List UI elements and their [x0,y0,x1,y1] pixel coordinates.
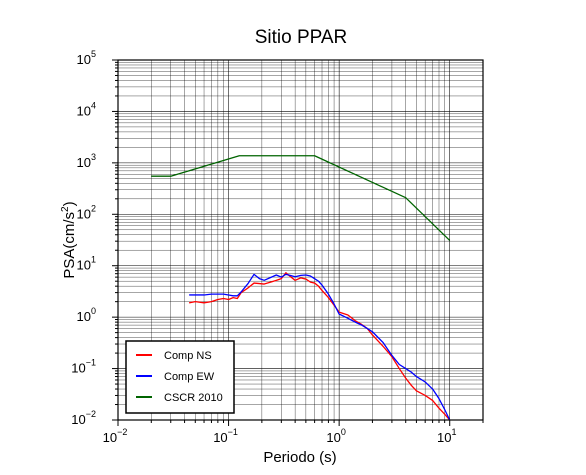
y-axis-label-base: PSA(cm/s [61,212,78,279]
x-axis-label: Periodo (s) [263,449,336,466]
x-tick-label: 100 [326,427,345,445]
y-tick-label: 104 [77,100,96,118]
plot-frame [117,59,484,421]
tick-marks [112,59,484,426]
y-axis-label-close: ) [61,201,78,206]
y-tick-label: 103 [77,152,96,170]
series-line-comp-ew [189,273,451,421]
legend: Comp NS Comp EW CSCR 2010 [125,340,235,414]
x-tick-label: 101 [437,427,456,445]
series-line-cscr-2010 [151,155,451,241]
chart-title: Sitio PPAR [255,27,348,48]
y-tick-label: 10−1 [71,358,96,376]
y-axis-label-exp: 2 [60,206,71,212]
y-tick-label: 100 [77,306,96,324]
y-tick-label: 101 [77,255,96,273]
y-tick-labels: 10−2 10−1 100 101 102 103 104 105 [71,49,96,427]
x-tick-label: 10−2 [103,427,128,445]
legend-label-comp-ns: Comp NS [164,350,212,362]
series-line-comp-ns [189,272,451,421]
y-tick-label: 105 [77,49,96,67]
series-layer [151,155,451,421]
x-tick-labels: 10−2 10−1 100 101 [103,427,457,445]
y-tick-label: 102 [77,203,96,221]
y-axis-label: PSA(cm/s2) [60,201,78,278]
legend-label-cscr-2010: CSCR 2010 [164,392,223,404]
y-tick-label: 10−2 [71,409,96,427]
legend-label-comp-ew: Comp EW [164,371,215,383]
x-tick-label: 10−1 [213,427,238,445]
